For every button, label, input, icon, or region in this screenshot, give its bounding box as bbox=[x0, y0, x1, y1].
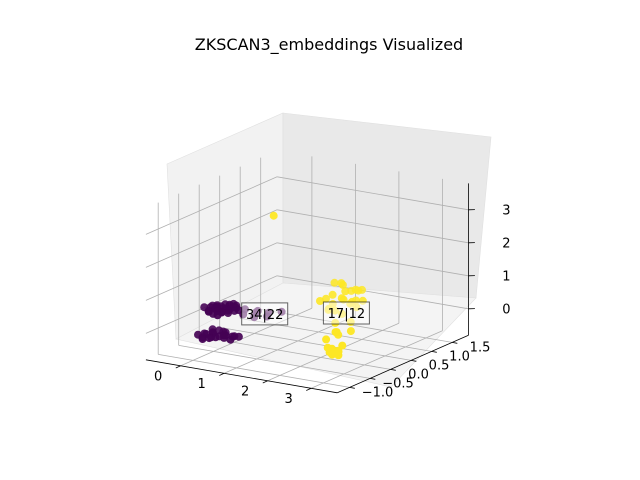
data-point-series-1 bbox=[346, 327, 355, 336]
x-tick-label: 2 bbox=[241, 385, 249, 400]
data-point-series-1 bbox=[354, 286, 363, 295]
data-point-series-1 bbox=[337, 294, 346, 303]
x-tick-label: 1 bbox=[198, 377, 206, 392]
data-point-series-0 bbox=[230, 306, 239, 315]
data-point-series-1 bbox=[269, 211, 278, 220]
annotations: 34|22 17|12 bbox=[241, 301, 370, 326]
tick-mark-y bbox=[390, 369, 396, 371]
y-tick-label: −1.0 bbox=[362, 386, 394, 401]
data-point-series-1 bbox=[322, 294, 330, 303]
grid-line-z-back bbox=[277, 176, 469, 211]
grid-line-z-back bbox=[277, 275, 469, 310]
data-point-series-0 bbox=[205, 334, 214, 343]
grid-line-x-floor bbox=[311, 330, 443, 389]
x-tick-label: 3 bbox=[285, 392, 293, 407]
z-tick-label: 2 bbox=[502, 237, 510, 252]
grid-line-x-floor bbox=[180, 307, 313, 367]
grid-line-z-left bbox=[145, 209, 278, 268]
grid-lines bbox=[145, 156, 469, 389]
chart-title: ZKSCAN3_embeddings Visualized bbox=[195, 35, 463, 55]
data-point-series-1 bbox=[316, 297, 324, 305]
data-point-series-0 bbox=[211, 333, 220, 342]
grid-line-z-back bbox=[277, 209, 469, 244]
tick-mark-x bbox=[306, 387, 312, 391]
axis-lines bbox=[145, 183, 469, 394]
data-point-series-1 bbox=[328, 350, 337, 359]
data-point-series-0 bbox=[226, 335, 235, 344]
tick-mark-x bbox=[219, 372, 225, 376]
data-point-series-0 bbox=[234, 332, 243, 341]
grid-line-y-floor bbox=[178, 345, 371, 379]
z-tick-label: 3 bbox=[502, 204, 510, 219]
grid-line-z-back bbox=[277, 242, 469, 277]
annotation-box bbox=[241, 302, 289, 326]
annotation-box bbox=[322, 301, 370, 325]
grid-line-y-floor bbox=[158, 354, 350, 388]
tick-mark-y bbox=[411, 360, 417, 362]
data-point-series-1 bbox=[334, 347, 343, 356]
tick-mark-y bbox=[452, 342, 458, 344]
data-point-series-0 bbox=[224, 309, 233, 317]
y-axis-line bbox=[337, 334, 469, 394]
grid-line-y-floor bbox=[260, 309, 453, 343]
y-tick-label: 1.0 bbox=[449, 350, 470, 365]
x-axis-line bbox=[145, 359, 338, 394]
tick-mark-y bbox=[370, 378, 376, 380]
data-point-series-1 bbox=[337, 279, 346, 288]
tick-labels: 0 1 2 3 −1.0−0.50.00.51.01.5 0 1 2 3 bbox=[154, 204, 511, 408]
back-pane-right bbox=[282, 112, 492, 299]
data-point-series-0 bbox=[213, 311, 222, 320]
data-point-series-1 bbox=[331, 328, 340, 337]
data-point-series-1 bbox=[330, 278, 339, 287]
tick-mark-y bbox=[349, 387, 355, 389]
grid-line-z-left bbox=[145, 242, 278, 301]
y-tick-label: 1.5 bbox=[470, 341, 491, 356]
annotation-label: 17|12 bbox=[328, 307, 365, 322]
data-point-series-1 bbox=[328, 290, 337, 299]
data-point-series-1 bbox=[341, 287, 350, 296]
tick-marks bbox=[175, 209, 475, 391]
data-point-series-0 bbox=[220, 333, 228, 342]
data-point-series-0 bbox=[215, 326, 223, 335]
z-tick-label: 0 bbox=[502, 303, 510, 318]
z-tick-label: 1 bbox=[502, 270, 510, 285]
y-tick-label: 0.0 bbox=[408, 368, 429, 383]
grid-line-z-left bbox=[145, 176, 278, 235]
data-point-series-1 bbox=[322, 335, 331, 344]
tick-mark-x bbox=[175, 365, 181, 369]
tick-mark-x bbox=[262, 380, 268, 384]
grid-line-y-floor bbox=[219, 327, 412, 361]
y-tick-label: −0.5 bbox=[382, 377, 414, 392]
x-tick-label: 0 bbox=[154, 370, 162, 385]
annotation-label: 34|22 bbox=[246, 308, 283, 323]
tick-mark-y bbox=[431, 351, 437, 353]
y-tick-label: 0.5 bbox=[429, 359, 450, 374]
data-point-series-0 bbox=[198, 335, 207, 343]
data-point-series-1 bbox=[323, 343, 332, 352]
